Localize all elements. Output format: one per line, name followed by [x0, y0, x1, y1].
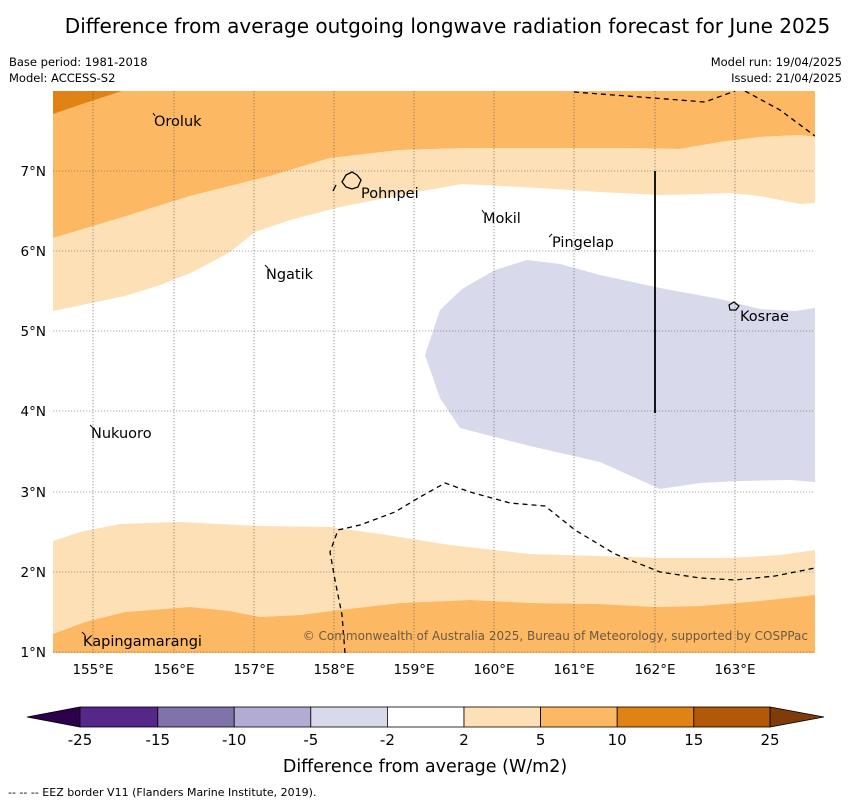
issued-date: Issued: 21/04/2025 — [731, 71, 842, 85]
colorbar-tick-1: -25 — [68, 731, 93, 749]
place-nukuoro: Nukuoro — [91, 426, 152, 442]
colorbar-bin-9 — [693, 706, 771, 728]
eez-fragment — [332, 184, 337, 192]
model-name: Model: ACCESS-S2 — [9, 71, 116, 85]
colorbar-tick-6: 2 — [459, 731, 469, 749]
anomaly-north-5-10 — [53, 91, 815, 238]
model-run: Model run: 19/04/2025 — [710, 55, 842, 69]
lon-161e: 161°E — [553, 662, 594, 678]
colorbar-bin-4 — [310, 706, 388, 728]
copyright: © Commonwealth of Australia 2025, Bureau… — [303, 629, 808, 643]
lon-155e: 155°E — [72, 662, 113, 678]
longitude-ticks: 155°E 156°E 157°E 158°E 159°E 160°E 161°… — [72, 662, 755, 678]
colorbar-bin-1 — [79, 706, 159, 728]
lat-4n: 4°N — [21, 404, 46, 420]
lat-6n: 6°N — [21, 244, 46, 260]
meta-right: Model run: 19/04/2025 Issued: 21/04/2025 — [711, 54, 842, 86]
colorbar-bin-7 — [540, 706, 618, 728]
pohnpei-island-outline — [341, 171, 362, 190]
kosrae-island-outline — [728, 301, 740, 311]
colorbar-tick-5: -2 — [380, 731, 395, 749]
lon-160e: 160°E — [473, 662, 514, 678]
place-mokil: Mokil — [483, 211, 521, 227]
lon-162e: 162°E — [634, 662, 675, 678]
anomaly-south-5-10 — [53, 595, 815, 653]
map-title: Difference from average outgoing longwav… — [64, 14, 831, 38]
colorbar-bin-2 — [157, 706, 235, 728]
colorbar-bin-3 — [233, 706, 312, 728]
lon-163e: 163°E — [714, 662, 755, 678]
anomaly-north-2-5 — [53, 135, 815, 311]
colorbar-bin-5 — [386, 706, 465, 728]
colorbar-under-arrow — [26, 706, 81, 728]
anomaly-negative — [425, 260, 815, 489]
lat-1n: 1°N — [21, 645, 46, 661]
colorbar-over-arrow — [769, 706, 825, 728]
place-oroluk: Oroluk — [154, 114, 202, 130]
lon-157e: 157°E — [233, 662, 274, 678]
lat-2n: 2°N — [21, 565, 46, 581]
colorbar-tick-2: -15 — [146, 731, 171, 749]
colorbar: -25 -15 -10 -5 -2 2 5 10 15 25 Differenc… — [26, 706, 825, 777]
base-period: Base period: 1981-2018 — [9, 55, 148, 69]
colorbar-bin-6 — [463, 706, 541, 728]
colorbar-tick-8: 10 — [608, 731, 627, 749]
colorbar-tick-4: -5 — [303, 731, 318, 749]
colorbar-tick-9: 15 — [684, 731, 703, 749]
eez-borders — [329, 91, 815, 653]
lat-5n: 5°N — [21, 324, 46, 340]
map-panel: Oroluk Pohnpei Mokil Pingelap Ngatik Kos… — [53, 91, 815, 653]
latitude-ticks: 7°N 6°N 5°N 4°N 3°N 2°N 1°N — [21, 164, 46, 661]
meta-left: Base period: 1981-2018 Model: ACCESS-S2 — [9, 54, 148, 86]
lat-3n: 3°N — [21, 485, 46, 501]
colorbar-tick-10: 25 — [760, 731, 779, 749]
place-labels: Oroluk Pohnpei Mokil Pingelap Ngatik Kos… — [83, 114, 789, 650]
colorbar-tick-7: 5 — [536, 731, 546, 749]
place-pingelap: Pingelap — [552, 235, 614, 251]
place-kapingamarangi: Kapingamarangi — [83, 634, 202, 650]
colorbar-tick-3: -10 — [222, 731, 247, 749]
anomaly-south-2-5 — [53, 522, 815, 634]
colorbar-title: Difference from average (W/m2) — [283, 757, 567, 777]
lon-156e: 156°E — [153, 662, 194, 678]
lat-7n: 7°N — [21, 164, 46, 180]
place-ngatik: Ngatik — [266, 267, 314, 283]
anomaly-north-10-15 — [53, 91, 122, 114]
lon-159e: 159°E — [393, 662, 434, 678]
place-pohnpei: Pohnpei — [361, 186, 419, 202]
lon-158e: 158°E — [313, 662, 354, 678]
place-kosrae: Kosrae — [740, 309, 789, 325]
island-markers — [81, 112, 553, 636]
colorbar-bin-8 — [616, 706, 695, 728]
eez-footnote: -- -- -- EEZ border V11 (Flanders Marine… — [8, 786, 317, 799]
